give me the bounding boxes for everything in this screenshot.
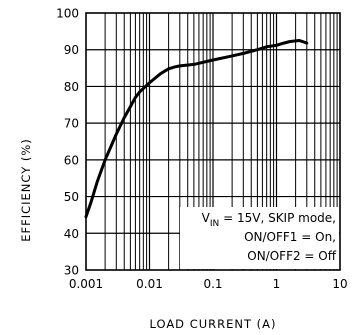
annotation-box: VIN = 15V, SKIP mode, ON/OFF1 = On, ON/O… xyxy=(180,207,339,269)
x-tick-labels: 0.001 0.01 0.1 1 10 xyxy=(69,277,348,291)
x-tick-label: 0.001 xyxy=(69,277,103,291)
annotation-vin-subscript: IN xyxy=(210,219,219,229)
efficiency-curve xyxy=(84,39,309,219)
annotation-line-2: ON/OFF1 = On, xyxy=(244,230,336,244)
y-tick-label: 70 xyxy=(64,117,79,131)
x-tick-label: 10 xyxy=(332,277,347,291)
y-axis-title: EFFICIENCY (%) xyxy=(19,138,33,242)
annotation-background xyxy=(180,207,339,269)
annotation-line-3: ON/OFF2 = Off xyxy=(247,249,336,263)
x-tick-label: 0.01 xyxy=(136,277,163,291)
annotation-line-1: VIN = 15V, SKIP mode, xyxy=(202,211,336,229)
y-tick-label: 100 xyxy=(56,7,79,21)
y-tick-labels: 30 40 50 60 70 80 90 100 xyxy=(56,7,79,278)
x-axis-title: LOAD CURRENT (A) xyxy=(149,317,276,331)
annotation-line-1-rest: = 15V, SKIP mode, xyxy=(219,211,336,225)
y-tick-label: 60 xyxy=(64,153,79,167)
x-tick-label: 0.1 xyxy=(203,277,222,291)
x-tick-label: 1 xyxy=(273,277,281,291)
y-tick-label: 40 xyxy=(64,227,79,241)
y-tick-label: 30 xyxy=(64,264,79,278)
plot-frame xyxy=(85,12,341,271)
annotation-vin-prefix: V xyxy=(202,211,211,225)
y-tick-label: 80 xyxy=(64,80,79,94)
y-tick-label: 90 xyxy=(64,43,79,57)
y-tick-label: 50 xyxy=(64,190,79,204)
